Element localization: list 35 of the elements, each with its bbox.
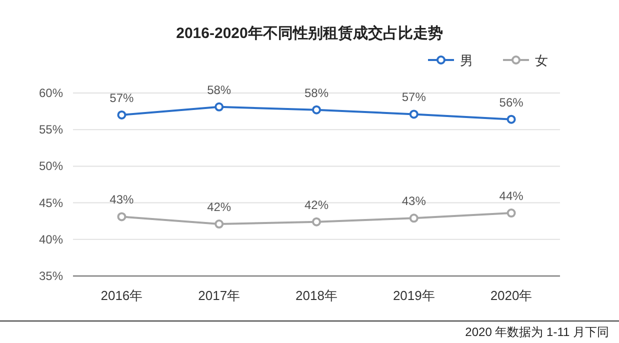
point [506, 114, 516, 124]
data-label: 57% [402, 90, 426, 104]
legend-label: 女 [535, 53, 548, 68]
data-label: 43% [402, 194, 426, 208]
y-tick-label: 35% [38, 269, 64, 283]
point [409, 214, 418, 223]
data-label: 58% [304, 86, 329, 100]
x-tick-label: 2017年 [198, 288, 240, 303]
point [117, 212, 126, 222]
point [214, 102, 224, 112]
x-tick-label: 2019年 [392, 288, 435, 303]
data-label: 56% [499, 95, 524, 110]
data-label: 57% [110, 90, 134, 105]
point [312, 105, 321, 114]
text: 2020 年数据为 1-11 月下同 [465, 325, 609, 339]
point [117, 110, 126, 120]
point [409, 110, 418, 119]
data-label: 42% [304, 198, 329, 212]
y-tick-label: 50% [38, 159, 64, 174]
data-label: 44% [499, 189, 524, 204]
point [214, 220, 224, 229]
y-tick-label: 55% [38, 122, 64, 137]
data-label: 43% [110, 192, 134, 207]
y-tick-label: 40% [38, 232, 64, 246]
x-tick-label: 2020年 [490, 288, 532, 303]
x-tick-label: 2016年 [100, 288, 143, 303]
chart-title: 2016-2020年不同性别租赁成交占比走势 [176, 24, 443, 42]
legend-label: 男 [460, 53, 473, 68]
data-label: 58% [207, 82, 232, 97]
y-tick-label: 60% [38, 86, 64, 100]
y-tick-label: 45% [38, 196, 64, 210]
point [506, 208, 516, 218]
data-label: 42% [207, 200, 232, 214]
x-tick-label: 2018年 [296, 288, 338, 303]
point [312, 217, 321, 226]
